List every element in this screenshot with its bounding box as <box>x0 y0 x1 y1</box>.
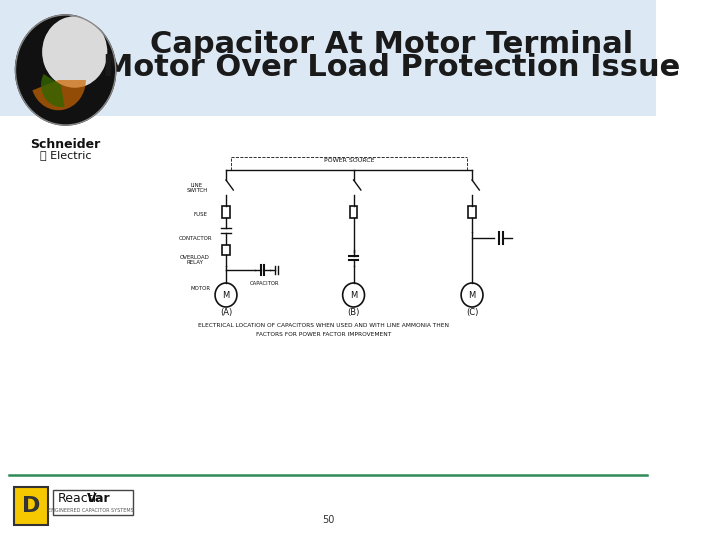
Text: POWER SOURCE: POWER SOURCE <box>324 158 374 163</box>
Text: FACTORS FOR POWER FACTOR IMPROVEMENT: FACTORS FOR POWER FACTOR IMPROVEMENT <box>256 332 391 337</box>
Text: ENGINEERED CAPACITOR SYSTEMS: ENGINEERED CAPACITOR SYSTEMS <box>48 508 134 512</box>
Circle shape <box>16 15 116 125</box>
Bar <box>222 206 230 218</box>
Text: M: M <box>350 291 357 300</box>
Text: MOTOR: MOTOR <box>190 286 210 291</box>
Text: LINE
SWITCH: LINE SWITCH <box>186 183 207 193</box>
FancyBboxPatch shape <box>0 116 656 540</box>
Text: OVERLOAD
RELAY: OVERLOAD RELAY <box>180 254 210 265</box>
Text: Reacti: Reacti <box>58 491 96 504</box>
Text: (C): (C) <box>466 308 478 318</box>
Bar <box>222 245 230 255</box>
Wedge shape <box>41 74 65 107</box>
Bar <box>350 206 357 218</box>
Text: Ⓢ Electric: Ⓢ Electric <box>40 150 91 160</box>
Text: Capacitor At Motor Terminal: Capacitor At Motor Terminal <box>150 30 634 59</box>
Text: 50: 50 <box>322 515 334 525</box>
Bar <box>469 206 476 218</box>
Text: CONTACTOR: CONTACTOR <box>179 235 212 240</box>
Text: M: M <box>469 291 476 300</box>
Text: ELECTRICAL LOCATION OF CAPACITORS WHEN USED AND WITH LINE AMMONIA THEN: ELECTRICAL LOCATION OF CAPACITORS WHEN U… <box>198 323 449 328</box>
Text: CAPACITOR: CAPACITOR <box>250 281 279 286</box>
Bar <box>14 487 48 525</box>
Bar <box>53 490 133 515</box>
Wedge shape <box>32 80 86 110</box>
Text: (B): (B) <box>347 308 360 318</box>
FancyBboxPatch shape <box>0 0 656 116</box>
Text: Var: Var <box>86 491 110 504</box>
Wedge shape <box>42 16 107 87</box>
Text: D: D <box>22 496 40 516</box>
Text: Motor Over Load Protection Issue: Motor Over Load Protection Issue <box>103 53 680 82</box>
Text: M: M <box>222 291 230 300</box>
Text: FUSE: FUSE <box>194 212 207 217</box>
Text: Schneider: Schneider <box>30 138 101 151</box>
Text: (A): (A) <box>220 308 232 318</box>
